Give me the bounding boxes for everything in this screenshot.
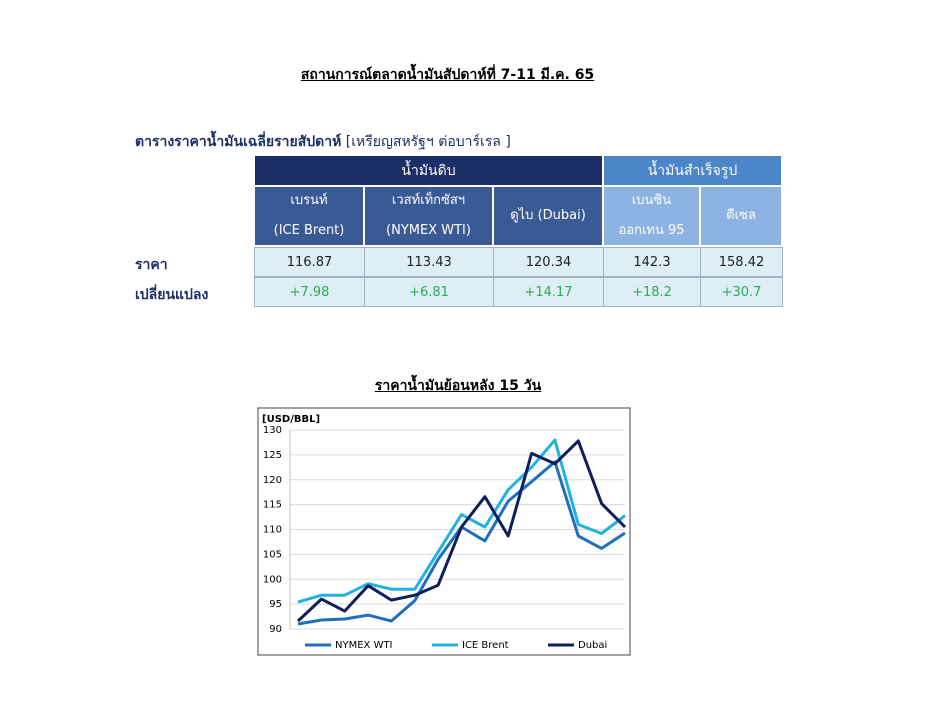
price-cell: 158.42	[700, 247, 783, 277]
series-line	[296, 439, 627, 623]
column-header-line: (ICE Brent)	[273, 223, 345, 238]
y-tick-label: 105	[263, 549, 282, 560]
y-tick-label: 90	[269, 624, 282, 635]
price-cell: 120.34	[493, 247, 604, 277]
y-tick-label: 130	[263, 425, 282, 436]
series-line	[297, 438, 626, 604]
column-header: ดูไบ (Dubai)	[493, 186, 603, 246]
caption-text: ตารางราคาน้ำมันเฉลี่ยรายสัปดาห์	[135, 134, 342, 150]
column-header: เวสท์เท็กซัสฯ (NYMEX WTI)	[364, 186, 493, 246]
change-cell: +7.98	[254, 277, 365, 307]
price-cell: 142.3	[603, 247, 701, 277]
legend-label: Dubai	[578, 640, 607, 651]
change-cell: +30.7	[700, 277, 783, 307]
row-label: เปลี่ยนแปลง	[135, 287, 209, 303]
y-tick-label: 100	[263, 574, 282, 585]
y-axis-label: [USD/BBL]	[262, 414, 320, 425]
column-header: ดีเซล	[700, 186, 782, 246]
legend-label: NYMEX WTI	[335, 640, 393, 651]
table-caption: ตารางราคาน้ำมันเฉลี่ยรายสัปดาห์ [เหรียญส…	[135, 131, 511, 153]
price-cell: 113.43	[364, 247, 494, 277]
page-title: สถานการณ์ตลาดน้ำมันสัปดาห์ที่ 7-11 มี.ค.…	[300, 67, 595, 83]
column-header-line: ออกเทน 95	[618, 223, 685, 238]
legend-label: ICE Brent	[462, 640, 509, 651]
column-header-line: (NYMEX WTI)	[386, 223, 471, 238]
y-tick-label: 95	[269, 599, 282, 610]
change-cell: +14.17	[493, 277, 604, 307]
group-header: น้ำมันสำเร็จรูป	[603, 155, 782, 186]
chart-title: ราคาน้ำมันย้อนหลัง 15 วัน	[374, 378, 542, 394]
caption-unit: [เหรียญสหรัฐฯ ต่อบาร์เรล ]	[345, 134, 511, 150]
y-tick-label: 120	[263, 475, 282, 486]
column-header-line: เบรนท์	[290, 193, 328, 208]
column-header: เบรนท์ (ICE Brent)	[254, 186, 364, 246]
y-tick-label: 110	[263, 525, 282, 536]
group-header: น้ำมันดิบ	[254, 155, 603, 186]
price-cell: 116.87	[254, 247, 365, 277]
column-header-line: เวสท์เท็กซัสฯ	[391, 193, 466, 208]
column-header-line: ดูไบ (Dubai)	[510, 208, 586, 223]
y-tick-label: 125	[263, 450, 282, 461]
column-header: เบนซินออกเทน 95	[603, 186, 700, 246]
column-header-line: เบนซิน	[631, 193, 672, 208]
change-cell: +18.2	[603, 277, 701, 307]
column-header-line: ดีเซล	[726, 208, 756, 223]
y-tick-label: 115	[263, 500, 282, 511]
row-label: ราคา	[135, 257, 168, 273]
